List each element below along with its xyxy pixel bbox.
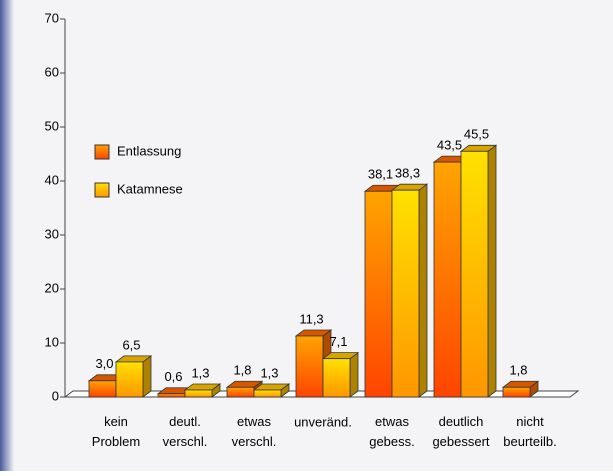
value-label: 6,5 <box>122 337 140 352</box>
bar <box>184 389 213 398</box>
y-tick-label: 60 <box>45 64 59 79</box>
x-tick-label: deutlich gebessert <box>432 414 489 449</box>
legend-label: Entlassung <box>117 143 181 158</box>
bar-side <box>349 351 359 398</box>
value-label: 45,5 <box>464 127 489 142</box>
x-tick-label: nicht beurteilb. <box>503 414 556 449</box>
legend-swatch <box>94 144 110 160</box>
bar <box>433 161 462 398</box>
bar <box>295 335 324 398</box>
value-label: 1,3 <box>191 365 209 380</box>
x-tick-label: unveränd. <box>294 414 352 429</box>
value-label: 38,1 <box>368 167 393 182</box>
value-label: 1,8 <box>233 363 251 378</box>
bar <box>322 358 351 398</box>
value-label: 7,1 <box>329 334 347 349</box>
x-tick-label: kein Problem <box>92 414 140 449</box>
side-strip <box>0 0 14 471</box>
x-tick-label: deutl. verschl. <box>163 414 208 449</box>
bar <box>364 190 393 398</box>
bar <box>460 150 489 398</box>
y-tick-label: 0 <box>52 388 59 403</box>
bar <box>115 361 144 398</box>
bar <box>157 393 186 398</box>
bar <box>88 380 117 398</box>
bar-side <box>418 183 428 398</box>
y-tick-label: 30 <box>45 226 59 241</box>
bar-side <box>487 144 497 398</box>
bar <box>226 386 255 398</box>
y-tick-label: 50 <box>45 118 59 133</box>
bar-side <box>142 355 152 398</box>
value-label: 1,3 <box>260 365 278 380</box>
value-label: 3,0 <box>95 356 113 371</box>
y-tick-label: 70 <box>45 10 59 25</box>
legend-label: Katamnese <box>117 181 183 196</box>
y-tick-label: 10 <box>45 334 59 349</box>
legend-swatch <box>94 182 110 198</box>
value-label: 11,3 <box>299 311 323 326</box>
value-label: 43,5 <box>437 138 462 153</box>
value-label: 0,6 <box>164 369 182 384</box>
y-tick-label: 20 <box>45 280 59 295</box>
x-tick-label: etwas verschl. <box>232 414 277 449</box>
bar <box>502 386 531 398</box>
bar <box>253 389 282 398</box>
value-label: 38,3 <box>395 166 420 181</box>
bar <box>391 189 420 398</box>
x-tick-label: etwas gebess. <box>369 414 415 449</box>
value-label: 1,8 <box>509 363 527 378</box>
y-tick-label: 40 <box>45 172 59 187</box>
